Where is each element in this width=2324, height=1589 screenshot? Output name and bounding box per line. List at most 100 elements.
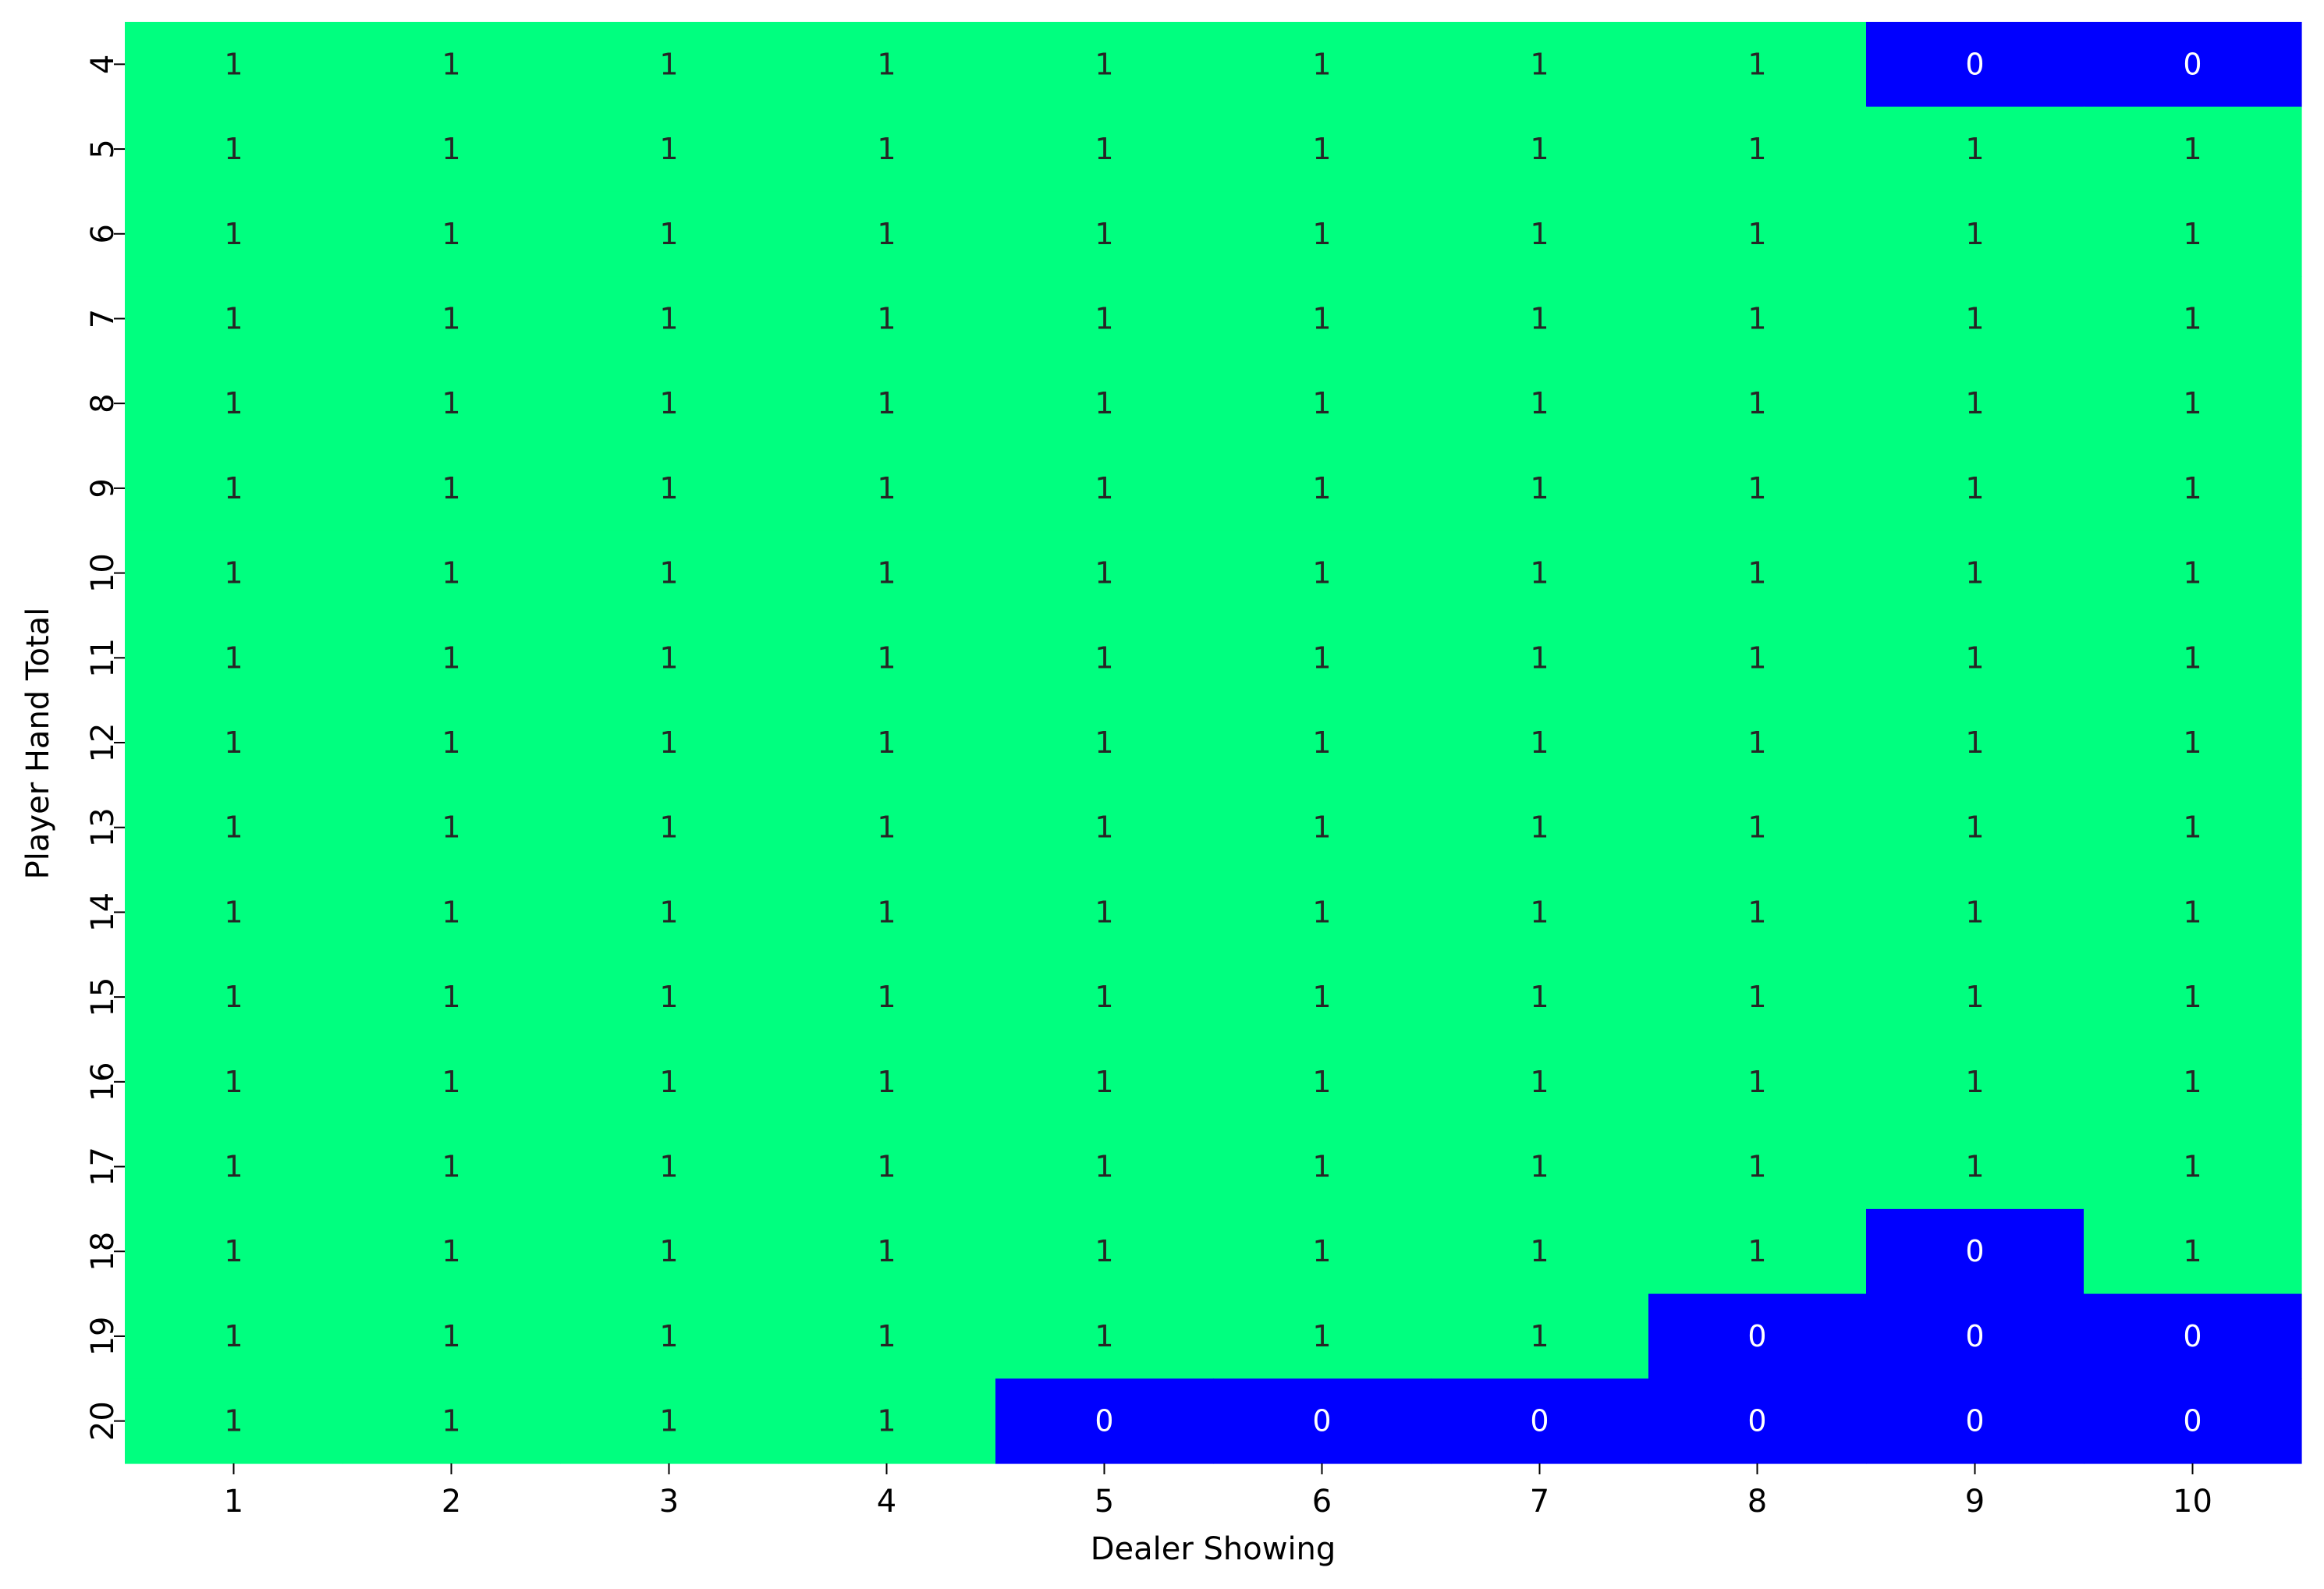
cell-value-label: 1: [1530, 1150, 1549, 1184]
heatmap-cell: [1213, 1378, 1432, 1464]
heatmap-cell: [1213, 1208, 1432, 1295]
y-axis-label: Player Hand Total: [20, 608, 56, 880]
heatmap-cell: [125, 1208, 343, 1295]
heatmap-cell: [1648, 1039, 1867, 1125]
x-tick-label: 3: [659, 1484, 679, 1520]
heatmap-cell: [1431, 22, 1649, 108]
heatmap-cell: [995, 954, 1214, 1041]
heatmap-cell: [1866, 445, 2085, 531]
heatmap-cell: [1213, 445, 1432, 531]
cell-value-label: 1: [1530, 301, 1549, 335]
heatmap-cell: [1866, 1124, 2085, 1210]
heatmap-cell: [1866, 22, 2085, 108]
cell-value-label: 1: [1095, 1234, 1113, 1268]
cell-value-label: 1: [659, 810, 678, 845]
cell-value-label: 1: [1312, 640, 1331, 675]
heatmap-cell: [342, 106, 561, 193]
cell-value-label: 0: [1965, 1234, 1984, 1268]
heatmap-cell: [342, 360, 561, 447]
heatmap-cell: [342, 191, 561, 277]
heatmap-cell: [1648, 954, 1867, 1041]
cell-value-label: 1: [224, 1319, 243, 1353]
heatmap-cell: [1431, 360, 1649, 447]
heatmap-cell: [778, 445, 996, 531]
heatmap-cell: [1866, 1039, 2085, 1125]
heatmap-cell: [2084, 785, 2302, 871]
y-tick-label: 18: [85, 1232, 121, 1272]
cell-value-label: 1: [659, 895, 678, 929]
y-tick-label: 7: [85, 309, 121, 328]
cell-value-label: 1: [1530, 132, 1549, 166]
cell-value-label: 1: [2183, 301, 2202, 335]
cell-value-label: 1: [224, 556, 243, 591]
heatmap-cell: [995, 615, 1214, 701]
heatmap-cell: [1866, 870, 2085, 956]
cell-value-label: 0: [2183, 47, 2202, 81]
heatmap-cell: [560, 1039, 779, 1125]
heatmap-cell: [778, 106, 996, 193]
cell-value-label: 1: [224, 301, 243, 335]
cell-value-label: 1: [659, 1234, 678, 1268]
cell-value-label: 1: [659, 556, 678, 591]
heatmap-cell: [1213, 276, 1432, 362]
cell-value-label: 1: [1312, 1234, 1331, 1268]
cell-value-label: 1: [1312, 895, 1331, 929]
heatmap-cell: [2084, 1378, 2302, 1464]
cell-value-label: 1: [1965, 217, 1984, 251]
heatmap-cell: [125, 1124, 343, 1210]
heatmap-cell: [1648, 106, 1867, 193]
heatmap-cell: [1648, 870, 1867, 956]
x-tick-label: 4: [877, 1484, 896, 1520]
heatmap-cell: [125, 954, 343, 1041]
heatmap-cell: [560, 954, 779, 1041]
heatmap-cell: [1648, 1378, 1867, 1464]
heatmap-cell: [125, 1378, 343, 1464]
cell-value-label: 1: [2183, 1065, 2202, 1099]
cell-value-label: 1: [442, 386, 460, 420]
heatmap-cell: [995, 870, 1214, 956]
heatmap-cell: [995, 191, 1214, 277]
heatmap-cell: [125, 1039, 343, 1125]
heatmap-cell: [125, 191, 343, 277]
heatmap-cell: [995, 1378, 1214, 1464]
cell-value-label: 1: [224, 1065, 243, 1099]
cell-value-label: 1: [1530, 980, 1549, 1014]
heatmap-cell: [1648, 615, 1867, 701]
cell-value-label: 1: [224, 132, 243, 166]
cell-value-label: 1: [1312, 1065, 1331, 1099]
heatmap-cell: [1213, 615, 1432, 701]
cell-value-label: 1: [1747, 1065, 1766, 1099]
cell-value-label: 1: [877, 1319, 896, 1353]
cell-value-label: 1: [877, 1150, 896, 1184]
x-tick-label: 8: [1747, 1484, 1767, 1520]
heatmap-cell: [560, 700, 779, 786]
heatmap-cell: [1213, 954, 1432, 1041]
heatmap-cell: [1866, 1208, 2085, 1295]
cell-value-label: 1: [224, 471, 243, 505]
cell-value-label: 1: [2183, 132, 2202, 166]
cell-value-label: 1: [1530, 556, 1549, 591]
heatmap-cell: [125, 615, 343, 701]
cell-value-label: 1: [877, 301, 896, 335]
heatmap-cell: [778, 954, 996, 1041]
heatmap-cell: [778, 870, 996, 956]
cell-value-label: 1: [224, 1150, 243, 1184]
cell-value-label: 1: [442, 1319, 460, 1353]
heatmap-cell: [1431, 615, 1649, 701]
heatmap-cell: [1213, 360, 1432, 447]
cell-value-label: 1: [1530, 725, 1549, 760]
heatmap-cell: [125, 1293, 343, 1379]
heatmap-cell: [342, 870, 561, 956]
cell-value-label: 1: [659, 725, 678, 760]
cell-value-label: 1: [1095, 895, 1113, 929]
cell-value-label: 1: [877, 556, 896, 591]
heatmap-cell: [125, 785, 343, 871]
cell-value-label: 1: [659, 217, 678, 251]
cell-value-label: 0: [1747, 1319, 1766, 1353]
heatmap-cell: [560, 276, 779, 362]
cell-value-label: 1: [1095, 471, 1113, 505]
cell-value-label: 1: [877, 132, 896, 166]
cell-value-label: 1: [877, 725, 896, 760]
cell-value-label: 1: [1095, 301, 1113, 335]
